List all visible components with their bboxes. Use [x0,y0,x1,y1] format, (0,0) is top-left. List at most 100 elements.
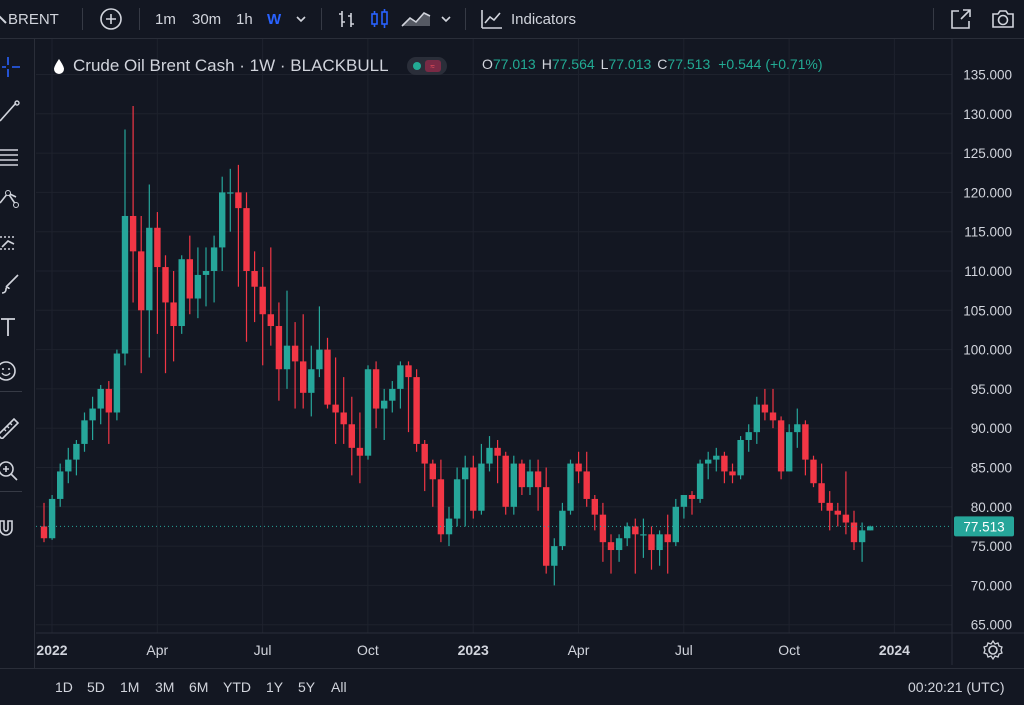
screenshot-button[interactable] [990,0,1016,38]
candle-body [235,192,242,209]
candle-body [73,443,80,460]
candle-body [48,498,56,539]
candle-body [186,259,193,299]
y-tick-label: 105.000 [963,303,1012,318]
candle-body [267,314,274,327]
candle-body [162,267,169,303]
interval-30m[interactable]: 30m [192,0,221,38]
candle-body [219,192,226,248]
candle-body [462,467,469,480]
smiley-icon [0,361,16,381]
candle-body [713,455,720,460]
y-tick-label: 75.000 [971,539,1012,554]
x-tick-label: Oct [357,642,379,658]
text-tool[interactable] [0,313,24,341]
y-tick-label: 130.000 [963,107,1012,122]
candle-chart-type-button[interactable] [369,0,391,38]
y-tick-label: 70.000 [971,578,1012,593]
candle-body [113,353,121,413]
search-icon [0,15,7,24]
candle-body [494,447,501,456]
candle-body [405,365,412,378]
fullscreen-button[interactable] [949,0,973,38]
range-ytd-button[interactable]: YTD [223,669,251,705]
brush-icon [1,274,19,294]
pattern-tool[interactable] [0,185,24,213]
candle-body [526,471,534,488]
chart-settings-button[interactable] [982,639,1004,661]
range-6m-button[interactable]: 6M [189,669,208,705]
market-status-badge[interactable]: ≈ [406,57,447,75]
plus-circle-icon [100,8,122,30]
compare-symbol-button[interactable] [99,0,123,38]
candle-body [615,538,623,551]
candle-body [632,526,639,535]
candle-body [640,534,647,536]
fib-tool[interactable] [0,143,24,171]
x-tick-label: Jul [675,642,693,658]
forecast-icon [0,236,16,250]
candle-body [737,439,744,476]
crosshair-tool[interactable] [0,53,24,81]
camera-icon [992,10,1014,28]
candle-body [348,424,355,448]
interval-label: 1m [155,10,176,28]
candle-body [105,388,112,413]
range-3m-button[interactable]: 3M [155,669,174,705]
interval-1h[interactable]: 1h [236,0,253,38]
candle-body [705,459,712,464]
candle-body [543,487,550,566]
interval-dropdown[interactable] [294,0,308,38]
brush-tool[interactable] [0,271,24,299]
candle-body [40,526,48,539]
candle-body [194,274,202,299]
magnet-tool[interactable] [0,513,24,541]
range-1m-button[interactable]: 1M [120,669,139,705]
horizontal-lines-icon [0,149,18,166]
x-tick-label: 2022 [36,642,67,658]
candle-body [445,518,453,535]
x-tick-label: Jul [254,642,272,658]
candle-body [356,447,364,456]
range-5y-button[interactable]: 5Y [298,669,315,705]
divider [0,391,22,392]
interval-1m[interactable]: 1m [155,0,176,38]
chart-title[interactable]: Crude Oil Brent Cash · 1W · BLACKBULL [73,56,389,75]
high-value: 77.564 [551,56,595,72]
chevron-down-icon [296,16,306,23]
range-1d-button[interactable]: 1D [55,669,73,705]
range-1y-button[interactable]: 1Y [266,669,283,705]
change-value: +0.544 (+0.71%) [718,56,823,72]
candle-body [81,420,88,444]
interval-weekly[interactable]: W [267,0,281,38]
trendline-tool[interactable] [0,97,24,125]
area-chart-type-button[interactable] [400,0,432,38]
candle-body [283,345,291,370]
symbol-search-button[interactable]: BRENT [0,0,59,38]
candle-body [753,404,760,433]
bar-chart-type-button[interactable] [336,0,358,38]
candle-body [57,471,64,499]
range-label: 3M [155,679,175,695]
candle-body [308,369,315,393]
candles-icon [371,9,388,28]
candle-body [413,377,420,444]
candle-body [745,432,752,440]
y-tick-label: 95.000 [971,382,1012,397]
range-label: 6M [189,679,209,695]
forecast-tool[interactable] [0,229,24,257]
zoom-tool[interactable] [0,457,24,485]
range-all-button[interactable]: All [331,669,347,705]
utc-clock[interactable]: 00:20:21 (UTC) [908,669,1004,705]
range-5d-button[interactable]: 5D [87,669,105,705]
chart-type-dropdown[interactable] [439,0,453,38]
measure-tool[interactable] [0,413,24,441]
divider [465,8,466,30]
divider [82,8,83,30]
candle-body [777,420,785,472]
indicators-button[interactable]: Indicators [480,0,576,38]
candle-body [769,412,777,421]
candle-body [251,271,258,287]
emoji-tool[interactable] [0,357,24,385]
